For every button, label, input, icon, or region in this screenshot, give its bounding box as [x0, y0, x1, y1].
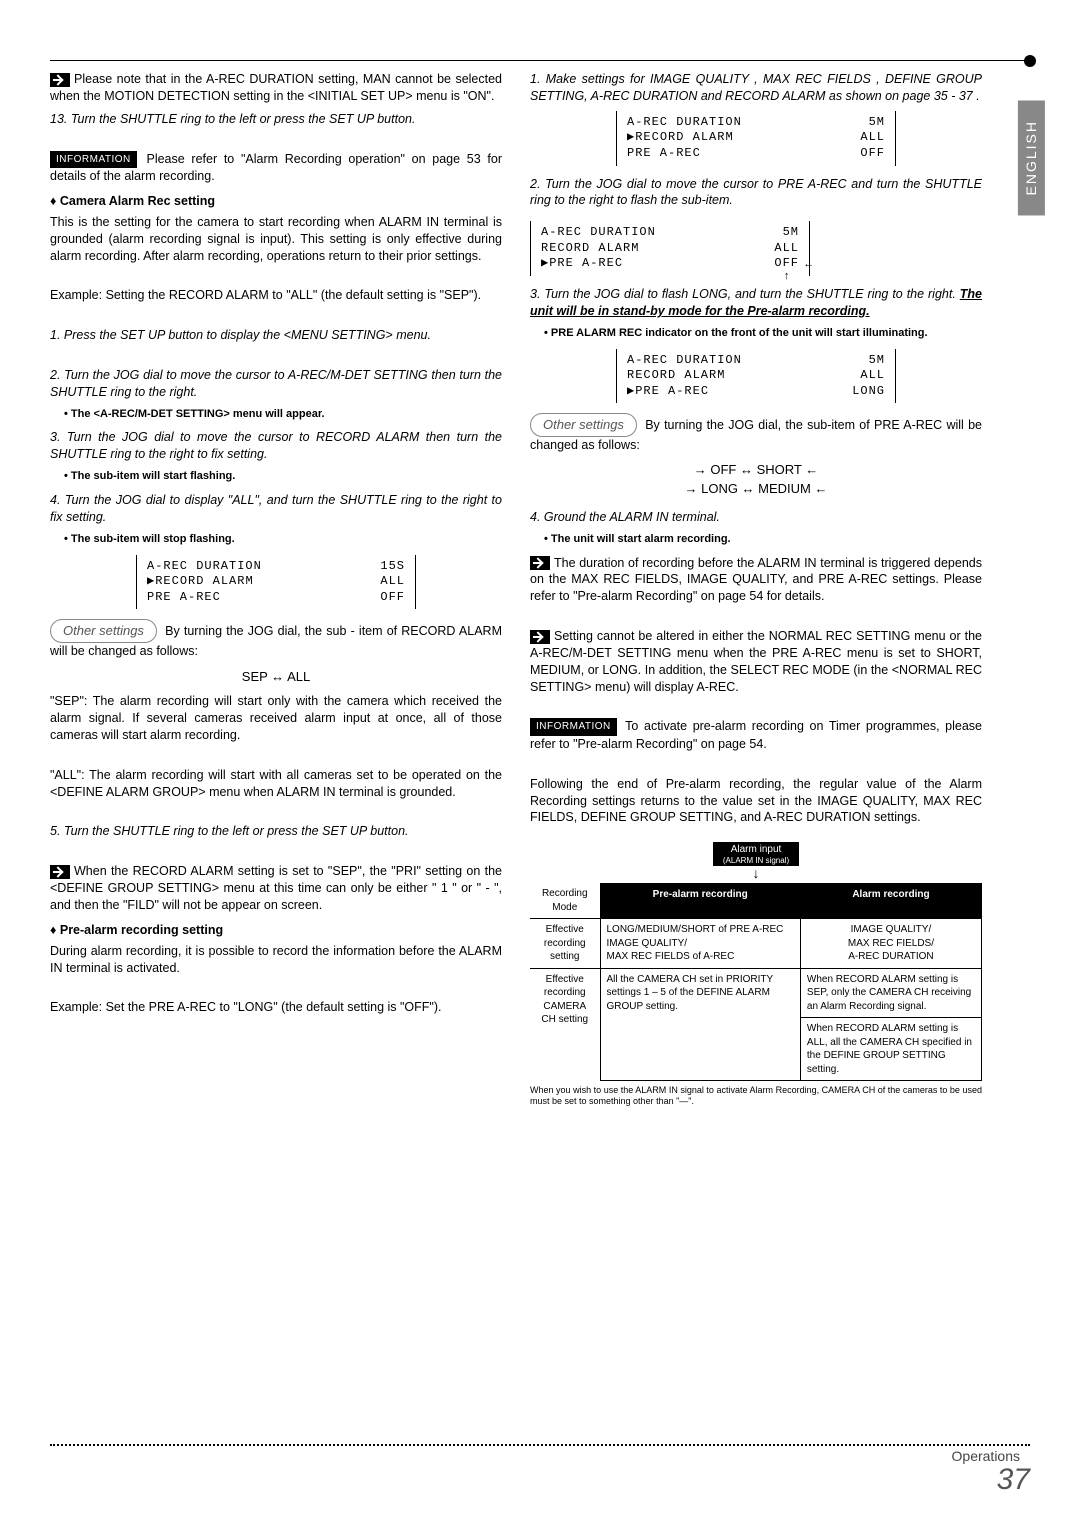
page-number: 37 — [997, 1460, 1030, 1501]
sep-desc: "SEP": The alarm recording will start on… — [50, 693, 502, 744]
post-pre-alarm-desc: Following the end of Pre-alarm recording… — [530, 776, 982, 827]
left-step-3: 3. Turn the JOG dial to move the cursor … — [50, 429, 502, 463]
information-tag: INFORMATION — [530, 718, 617, 736]
other-settings-label: Other settings — [50, 619, 157, 643]
arrow-icon — [50, 73, 70, 87]
heading-pre-alarm: Pre-alarm recording setting — [50, 922, 502, 939]
right-step-4-note: • The unit will start alarm recording. — [544, 532, 982, 547]
dotted-divider — [50, 1444, 1030, 1446]
left-step-4: 4. Turn the JOG dial to display "ALL", a… — [50, 492, 502, 526]
menu-box-right-1: A-REC DURATION5M ▶RECORD ALARMALL PRE A-… — [616, 111, 896, 166]
right-column: 1. Make settings for IMAGE QUALITY , MAX… — [530, 71, 1030, 1113]
arrow-icon — [530, 630, 550, 644]
note-arec-duration: Please note that in the A-REC DURATION s… — [50, 71, 502, 105]
information-tag: INFORMATION — [50, 151, 137, 169]
sep-all-cycle: SEP ↔ ALL — [50, 668, 502, 686]
pre-alarm-example: Example: Set the PRE A-REC to "LONG" (th… — [50, 999, 502, 1016]
top-rule — [50, 60, 1030, 61]
note-setting-locked: Setting cannot be altered in either the … — [530, 628, 982, 696]
note-duration: The duration of recording before the ALA… — [530, 555, 982, 606]
menu-box-right-2: A-REC DURATION5M RECORD ALARMALL ▶PRE A-… — [530, 221, 810, 276]
cell-r2b1: When RECORD ALARM setting is SEP, only t… — [800, 968, 981, 1018]
row-effective-setting: Effective recording setting — [530, 919, 600, 969]
other-settings-left: Other settings By turning the JOG dial, … — [50, 619, 502, 659]
info-alarm-recording: INFORMATION Please refer to "Alarm Recor… — [50, 151, 502, 185]
alarm-input-badge: Alarm input (ALARM IN signal) — [713, 842, 799, 866]
right-step-3-note: • PRE ALARM REC indicator on the front o… — [544, 326, 982, 341]
left-step-2: 2. Turn the JOG dial to move the cursor … — [50, 367, 502, 401]
left-step-3-note: • The sub-item will start flashing. — [64, 469, 502, 484]
col-alarm: Alarm recording — [800, 883, 981, 919]
left-step-2-note: • The <A-REC/M-DET SETTING> menu will ap… — [64, 407, 502, 422]
other-settings-label: Other settings — [530, 413, 637, 437]
alarm-table-wrap: Alarm input (ALARM IN signal) ↓ Recordin… — [530, 842, 982, 1106]
alarm-table: Recording Mode Pre-alarm recording Alarm… — [530, 883, 982, 1082]
left-step-1: 1. Press the SET UP button to display th… — [50, 327, 502, 344]
camera-alarm-desc: This is the setting for the camera to st… — [50, 214, 502, 265]
right-step-3: 3. Turn the JOG dial to flash LONG, and … — [530, 286, 982, 320]
menu-box-right-3: A-REC DURATION5M RECORD ALARMALL ▶PRE A-… — [616, 349, 896, 404]
pre-alarm-desc: During alarm recording, it is possible t… — [50, 943, 502, 977]
cell-recording-mode: Recording Mode — [530, 883, 600, 919]
right-step-4: 4. Ground the ALARM IN terminal. — [530, 509, 982, 526]
arrow-icon — [530, 556, 550, 570]
two-column-layout: Please note that in the A-REC DURATION s… — [50, 71, 1030, 1113]
row-effective-camera: Effective recording CAMERA CH setting — [530, 968, 600, 1081]
cell-r1b: IMAGE QUALITY/ MAX REC FIELDS/ A-REC DUR… — [800, 919, 981, 969]
all-desc: "ALL": The alarm recording will start wi… — [50, 767, 502, 801]
step-13: 13. Turn the SHUTTLE ring to the left or… — [50, 111, 502, 128]
info-pre-alarm-timer: INFORMATION To activate pre-alarm record… — [530, 718, 982, 752]
camera-alarm-example: Example: Setting the RECORD ALARM to "AL… — [50, 287, 502, 304]
col-pre-alarm: Pre-alarm recording — [600, 883, 800, 919]
note-record-alarm-sep: When the RECORD ALARM setting is set to … — [50, 863, 502, 914]
language-tab: ENGLISH — [1018, 100, 1045, 215]
heading-camera-alarm: Camera Alarm Rec setting — [50, 193, 502, 210]
table-footnote: When you wish to use the ALARM IN signal… — [530, 1085, 982, 1107]
right-step-1: 1. Make settings for IMAGE QUALITY , MAX… — [530, 71, 982, 105]
menu-box-left-1: A-REC DURATION15S ▶RECORD ALARMALL PRE A… — [136, 555, 416, 610]
other-settings-right: Other settings By turning the JOG dial, … — [530, 413, 982, 453]
cell-r2b2: When RECORD ALARM setting is ALL, all th… — [800, 1018, 981, 1081]
cell-r1a: LONG/MEDIUM/SHORT of PRE A-REC IMAGE QUA… — [600, 919, 800, 969]
right-step-2: 2. Turn the JOG dial to move the cursor … — [530, 176, 982, 210]
left-column: Please note that in the A-REC DURATION s… — [50, 71, 502, 1113]
left-step-4-note: • The sub-item will stop flashing. — [64, 532, 502, 547]
cell-r2a: All the CAMERA CH set in PRIORITY settin… — [600, 968, 800, 1081]
cycle-diagram: → OFF ↔ SHORT ← → LONG ↔ MEDIUM ← — [530, 460, 982, 499]
left-step-5: 5. Turn the SHUTTLE ring to the left or … — [50, 823, 502, 840]
arrow-icon — [50, 865, 70, 879]
